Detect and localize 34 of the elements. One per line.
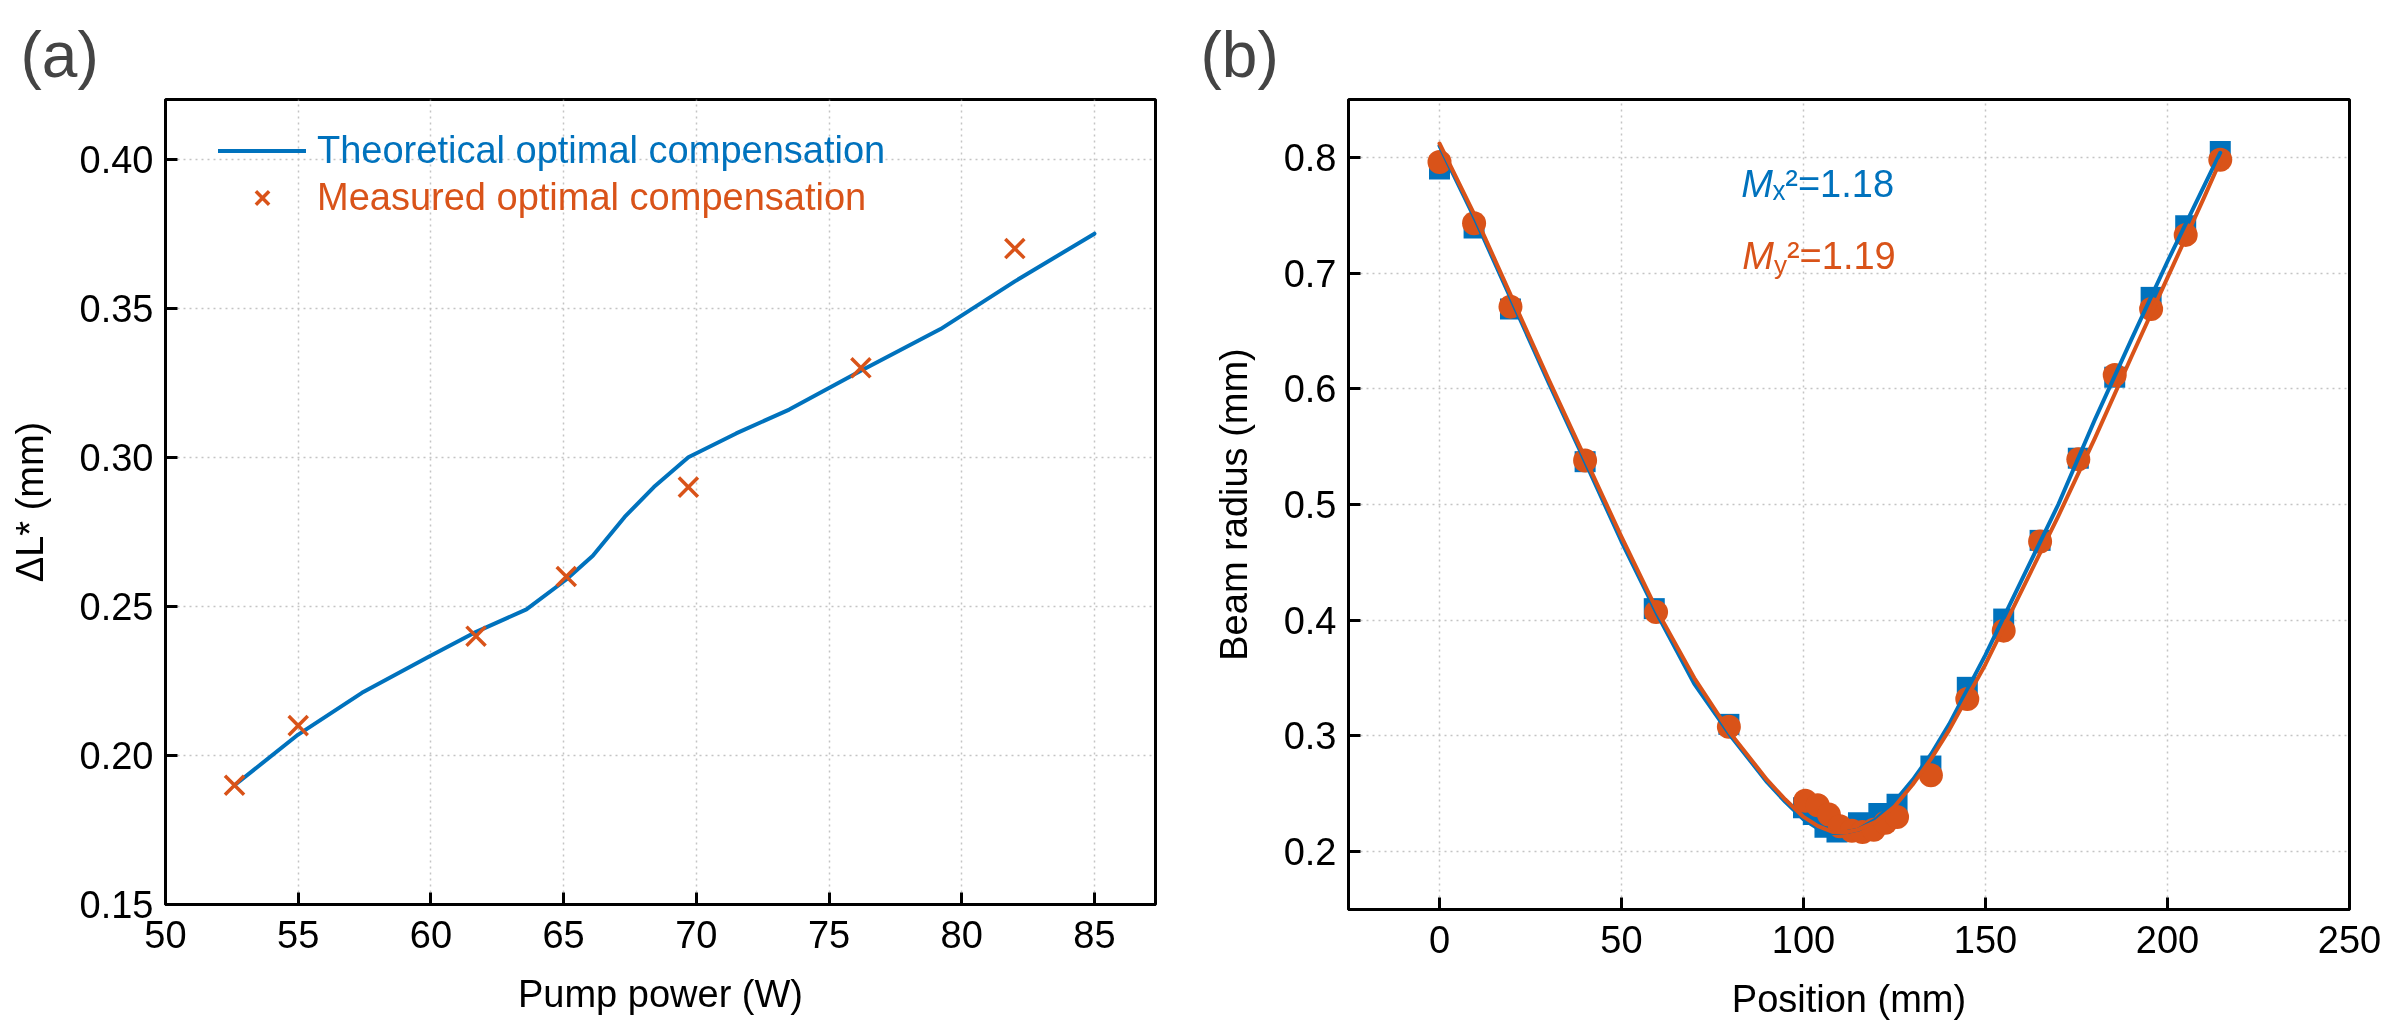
x-tick-label: 55 [277,913,320,956]
y-tick-label: 0.3 [1283,715,1337,758]
y-axis-title: Beam radius (mm) [1212,348,1255,661]
y-tick-label: 0.4 [1283,599,1337,642]
x-tick-label: 65 [542,913,585,956]
y-tick-label: 0.25 [79,585,154,628]
y-tick-label: 0.40 [79,138,154,181]
x-tick-label: 100 [1771,918,1836,961]
y-tick-label: 0.7 [1283,252,1337,295]
chart-title: (b) [1200,18,1279,91]
x-tick-label: 60 [409,913,453,956]
y-tick-label: 0.6 [1283,368,1337,411]
y-tick-label: 0.8 [1283,136,1337,179]
y-tick-label: 0.30 [79,436,154,479]
x-tick-label: 50 [1600,918,1643,961]
x-tick-label: 150 [1953,918,2018,961]
y-axis-title: ΔL* (mm) [8,421,51,583]
x-tick-label: 80 [940,913,983,956]
y-tick-label: 0.5 [1283,484,1337,526]
chart-title: (a) [20,18,99,91]
legend-label: Measured optimal compensation [317,175,867,220]
x-tick-label: 200 [2135,918,2200,961]
y-tick-label: 0.20 [79,734,154,777]
y-tick-label: 0.35 [79,287,154,330]
x-tick-label: 85 [1073,913,1116,956]
x-tick-label: 250 [2317,918,2382,961]
x-tick-label: 75 [807,913,851,956]
x-tick-label: 0 [1428,918,1451,961]
x-axis-title: Pump power (W) [517,972,804,1015]
x-tick-label: 70 [675,913,718,956]
y-tick-label: 0.2 [1283,831,1337,874]
legend-label: Theoretical optimal compensation [317,128,886,173]
text: Mₓ²=1.18 [1741,162,1895,205]
x-axis-title: Position (mm) [1731,977,1967,1020]
